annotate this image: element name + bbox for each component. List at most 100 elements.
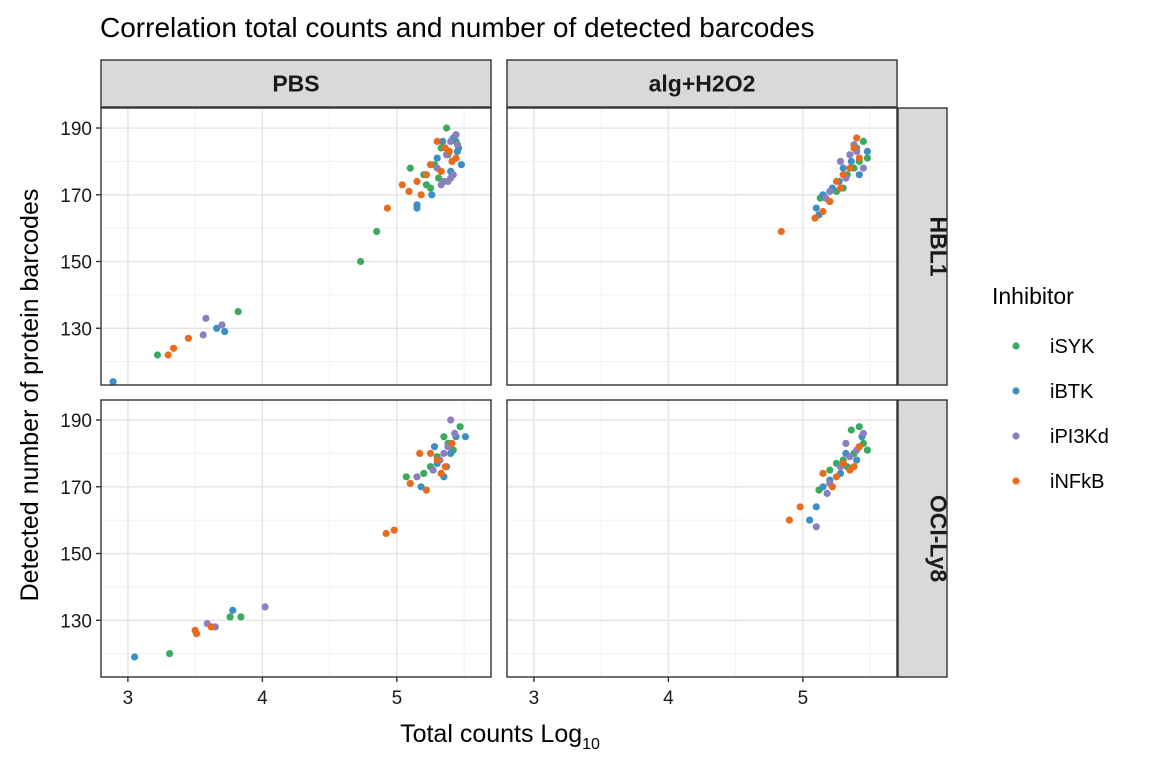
point-iNFkB [422, 171, 430, 179]
point-iPI3Kd [846, 453, 854, 461]
x-tick-label: 5 [798, 688, 809, 709]
strip-column-PBS [100, 59, 492, 108]
point-iPI3Kd [437, 181, 445, 189]
panel-background [101, 108, 491, 385]
point-iBTK [417, 483, 425, 491]
point-iNFkB [382, 529, 390, 538]
panel-background [101, 400, 491, 677]
point-iNFkB [448, 439, 456, 447]
point-iNFkB [828, 483, 837, 491]
y-tick-label: 170 [60, 478, 92, 499]
y-tick-label: 150 [60, 253, 92, 274]
x-axis-title: Total counts Log10 [400, 720, 600, 753]
point-iBTK [433, 154, 441, 162]
point-iSYK [420, 469, 428, 477]
point-iPI3Kd [447, 137, 455, 145]
point-iNFkB [445, 147, 453, 155]
point-iPI3Kd [199, 331, 207, 339]
point-iNFkB [164, 351, 172, 359]
legend-label-iPI3Kd: iPI3Kd [1050, 426, 1109, 448]
point-iBTK [863, 147, 872, 155]
panel-border [100, 107, 492, 386]
panel-border [506, 399, 898, 678]
point-iNFkB [846, 466, 854, 474]
point-iNFkB [832, 177, 841, 185]
legend-title: Inhibitor [992, 283, 1074, 309]
point-iSYK [863, 154, 872, 162]
point-iPI3Kd [413, 473, 421, 481]
point-iNFkB [796, 503, 804, 511]
point-iSYK [863, 446, 872, 454]
legend-label-iBTK: iBTK [1050, 381, 1094, 403]
point-iPI3Kd [836, 157, 845, 165]
point-iSYK [406, 164, 414, 172]
point-iNFkB [826, 197, 834, 205]
point-iSYK [855, 423, 863, 431]
point-iBTK [847, 157, 855, 165]
point-iNFkB [433, 456, 441, 464]
chart-title: Correlation total counts and number of d… [100, 12, 814, 43]
panel-background [507, 108, 897, 385]
legend-key-iNFkB [1012, 477, 1020, 485]
facet-strips: PBS alg+H2O2 HBL1 OCI-Ly8 [100, 59, 952, 678]
point-iPI3Kd [449, 171, 457, 179]
point-iSYK [234, 308, 242, 316]
point-iSYK [237, 613, 245, 621]
legend-key-iPI3Kd [1012, 432, 1020, 440]
point-iNFkB [413, 177, 421, 185]
y-tick-label: 190 [60, 411, 92, 432]
point-iNFkB [855, 443, 863, 451]
point-iNFkB [777, 227, 785, 236]
point-iNFkB [437, 167, 445, 175]
y-tick-label: 150 [60, 545, 92, 566]
panel-background [507, 400, 897, 677]
panel-PBS-HBL1 [100, 107, 492, 386]
y-tick-label: 130 [60, 611, 92, 632]
point-iBTK [439, 137, 447, 145]
point-iPI3Kd [202, 314, 210, 322]
point-iNFkB [383, 204, 391, 212]
point-iNFkB [417, 191, 425, 199]
point-iNFkB [819, 207, 827, 216]
legend: Inhibitor iSYK iBTK iPI3Kd iNFkB [992, 283, 1109, 493]
point-iSYK [166, 650, 174, 658]
point-iSYK [440, 433, 448, 441]
point-iSYK [402, 473, 410, 481]
point-iNFkB [452, 154, 460, 162]
point-iBTK [221, 328, 229, 336]
point-iBTK [430, 443, 439, 451]
y-tick-label: 170 [60, 186, 92, 207]
strip-row-HBL1 [897, 107, 948, 386]
point-iPI3Kd [218, 321, 226, 329]
point-iNFkB [839, 171, 847, 179]
point-iPI3Kd [447, 416, 455, 424]
point-iNFkB [836, 184, 845, 192]
point-iPI3Kd [826, 187, 834, 195]
point-iBTK [853, 456, 861, 464]
point-iPI3Kd [451, 429, 459, 437]
point-iNFkB [184, 334, 192, 342]
point-iNFkB [441, 463, 449, 471]
point-iSYK [826, 466, 834, 474]
strip-label-column: alg+H2O2 [649, 71, 756, 97]
y-tick-label: 190 [60, 119, 92, 140]
panel-alg+H2O2-HBL1 [506, 107, 898, 386]
point-iBTK [229, 606, 237, 614]
point-iBTK [447, 449, 455, 457]
point-iNFkB [437, 469, 445, 477]
point-iNFkB [426, 449, 435, 457]
point-iBTK [812, 503, 820, 511]
point-iPI3Kd [440, 449, 448, 457]
panel-alg+H2O2-OCI-Ly8 [506, 399, 898, 678]
strip-label-column: PBS [272, 71, 319, 97]
legend-key-iSYK [1012, 342, 1020, 350]
point-iPI3Kd [429, 466, 437, 474]
legend-label-iNFkB: iNFkB [1050, 471, 1104, 493]
point-iNFkB [426, 161, 435, 169]
point-iNFkB [855, 154, 863, 162]
point-iNFkB [416, 449, 424, 457]
point-iNFkB [422, 486, 430, 494]
legend-key-iBTK [1012, 387, 1020, 395]
point-iNFkB [850, 144, 858, 152]
